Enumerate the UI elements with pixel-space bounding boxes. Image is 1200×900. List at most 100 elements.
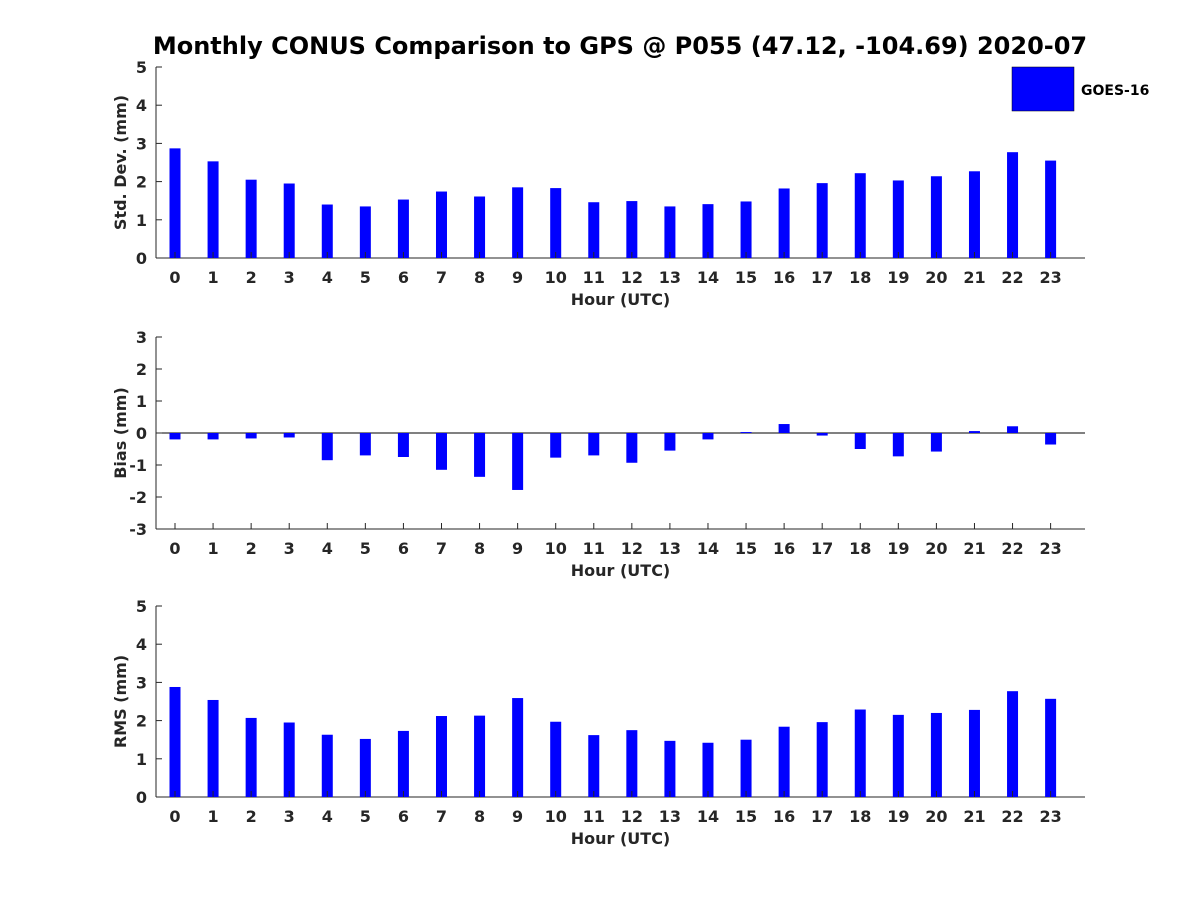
y-tick-label: 4 <box>136 96 147 115</box>
y-tick-label: 5 <box>136 597 147 616</box>
x-tick-label: 16 <box>773 539 795 558</box>
bar-hour-3 <box>283 183 295 258</box>
y-tick-label: 3 <box>136 134 147 153</box>
bar-hour-10 <box>550 721 562 797</box>
x-tick-label: 23 <box>1039 807 1061 826</box>
x-tick-label: 9 <box>512 268 523 287</box>
bar-hour-9 <box>512 433 524 490</box>
x-tick-label: 21 <box>963 268 985 287</box>
x-tick-label: 5 <box>360 539 371 558</box>
x-tick-label: 2 <box>246 539 257 558</box>
bar-hour-9 <box>512 187 524 258</box>
bar-hour-13 <box>664 433 676 451</box>
x-tick-label: 10 <box>545 807 567 826</box>
x-tick-label: 1 <box>207 268 218 287</box>
y-tick-label: 2 <box>136 360 147 379</box>
bar-hour-19 <box>892 714 904 797</box>
bar-hour-18 <box>854 433 866 449</box>
bar-hour-8 <box>474 196 486 258</box>
bar-hour-23 <box>1045 160 1057 258</box>
bar-hour-2 <box>245 433 257 439</box>
bar-hour-19 <box>892 180 904 258</box>
bar-hour-20 <box>930 176 942 258</box>
bar-hour-15 <box>740 432 752 434</box>
y-tick-label: 4 <box>136 635 147 654</box>
bar-hour-7 <box>435 716 447 797</box>
x-tick-label: 3 <box>284 807 295 826</box>
bar-hour-22 <box>1007 426 1019 433</box>
y-tick-label: 2 <box>136 712 147 731</box>
bar-hour-10 <box>550 433 562 458</box>
x-tick-label: 0 <box>169 807 180 826</box>
x-tick-label: 9 <box>512 539 523 558</box>
y-tick-label: 0 <box>136 424 147 443</box>
x-tick-label: 17 <box>811 268 833 287</box>
bar-hour-18 <box>854 173 866 258</box>
bar-hour-8 <box>474 715 486 797</box>
x-tick-label: 14 <box>697 268 719 287</box>
bar-hour-11 <box>588 202 600 258</box>
x-tick-label: 20 <box>925 268 947 287</box>
x-tick-label: 14 <box>697 807 719 826</box>
x-tick-label: 7 <box>436 539 447 558</box>
bar-hour-21 <box>968 709 980 797</box>
bar-hour-15 <box>740 201 752 258</box>
y-axis-label: Std. Dev. (mm) <box>111 95 130 230</box>
bar-hour-0 <box>169 686 181 797</box>
bar-hour-17 <box>816 433 828 436</box>
x-tick-label: 5 <box>360 268 371 287</box>
y-tick-label: 5 <box>136 58 147 77</box>
bar-hour-11 <box>588 433 600 456</box>
x-tick-label: 8 <box>474 807 485 826</box>
x-axis-label: Hour (UTC) <box>571 561 671 580</box>
bar-hour-1 <box>207 433 219 440</box>
x-tick-label: 15 <box>735 807 757 826</box>
x-tick-label: 11 <box>583 807 605 826</box>
x-tick-label: 20 <box>925 539 947 558</box>
y-tick-label: 3 <box>136 328 147 347</box>
x-tick-label: 6 <box>398 268 409 287</box>
x-tick-label: 3 <box>284 539 295 558</box>
bar-hour-16 <box>778 188 790 258</box>
y-tick-label: -2 <box>129 488 147 507</box>
bar-hour-22 <box>1007 691 1019 797</box>
bar-hour-4 <box>321 433 333 461</box>
x-tick-label: 0 <box>169 539 180 558</box>
x-tick-label: 22 <box>1001 539 1023 558</box>
x-tick-label: 12 <box>621 268 643 287</box>
bar-hour-8 <box>474 433 486 477</box>
bar-hour-3 <box>283 722 295 797</box>
bar-hour-0 <box>169 433 181 440</box>
bar-hour-6 <box>397 199 409 258</box>
x-tick-label: 8 <box>474 268 485 287</box>
y-tick-label: 0 <box>136 788 147 807</box>
bar-hour-20 <box>930 712 942 797</box>
x-tick-label: 22 <box>1001 807 1023 826</box>
x-tick-label: 20 <box>925 807 947 826</box>
y-tick-label: -3 <box>129 520 147 539</box>
y-tick-label: 1 <box>136 392 147 411</box>
legend: GOES-16 <box>1011 66 1149 112</box>
x-tick-label: 7 <box>436 807 447 826</box>
bar-hour-5 <box>359 433 371 456</box>
y-tick-label: 1 <box>136 750 147 769</box>
x-tick-label: 0 <box>169 268 180 287</box>
bar-hour-14 <box>702 204 714 258</box>
x-tick-label: 5 <box>360 807 371 826</box>
x-tick-label: 21 <box>963 539 985 558</box>
x-tick-label: 1 <box>207 807 218 826</box>
y-tick-label: 0 <box>136 249 147 268</box>
x-tick-label: 2 <box>246 268 257 287</box>
bar-hour-9 <box>512 698 524 797</box>
bar-hour-16 <box>778 726 790 797</box>
bar-hour-22 <box>1007 152 1019 258</box>
x-tick-label: 18 <box>849 807 871 826</box>
x-tick-label: 12 <box>621 539 643 558</box>
x-tick-label: 14 <box>697 539 719 558</box>
x-tick-label: 23 <box>1039 268 1061 287</box>
x-axis-label: Hour (UTC) <box>571 290 671 309</box>
bar-hour-19 <box>892 433 904 457</box>
